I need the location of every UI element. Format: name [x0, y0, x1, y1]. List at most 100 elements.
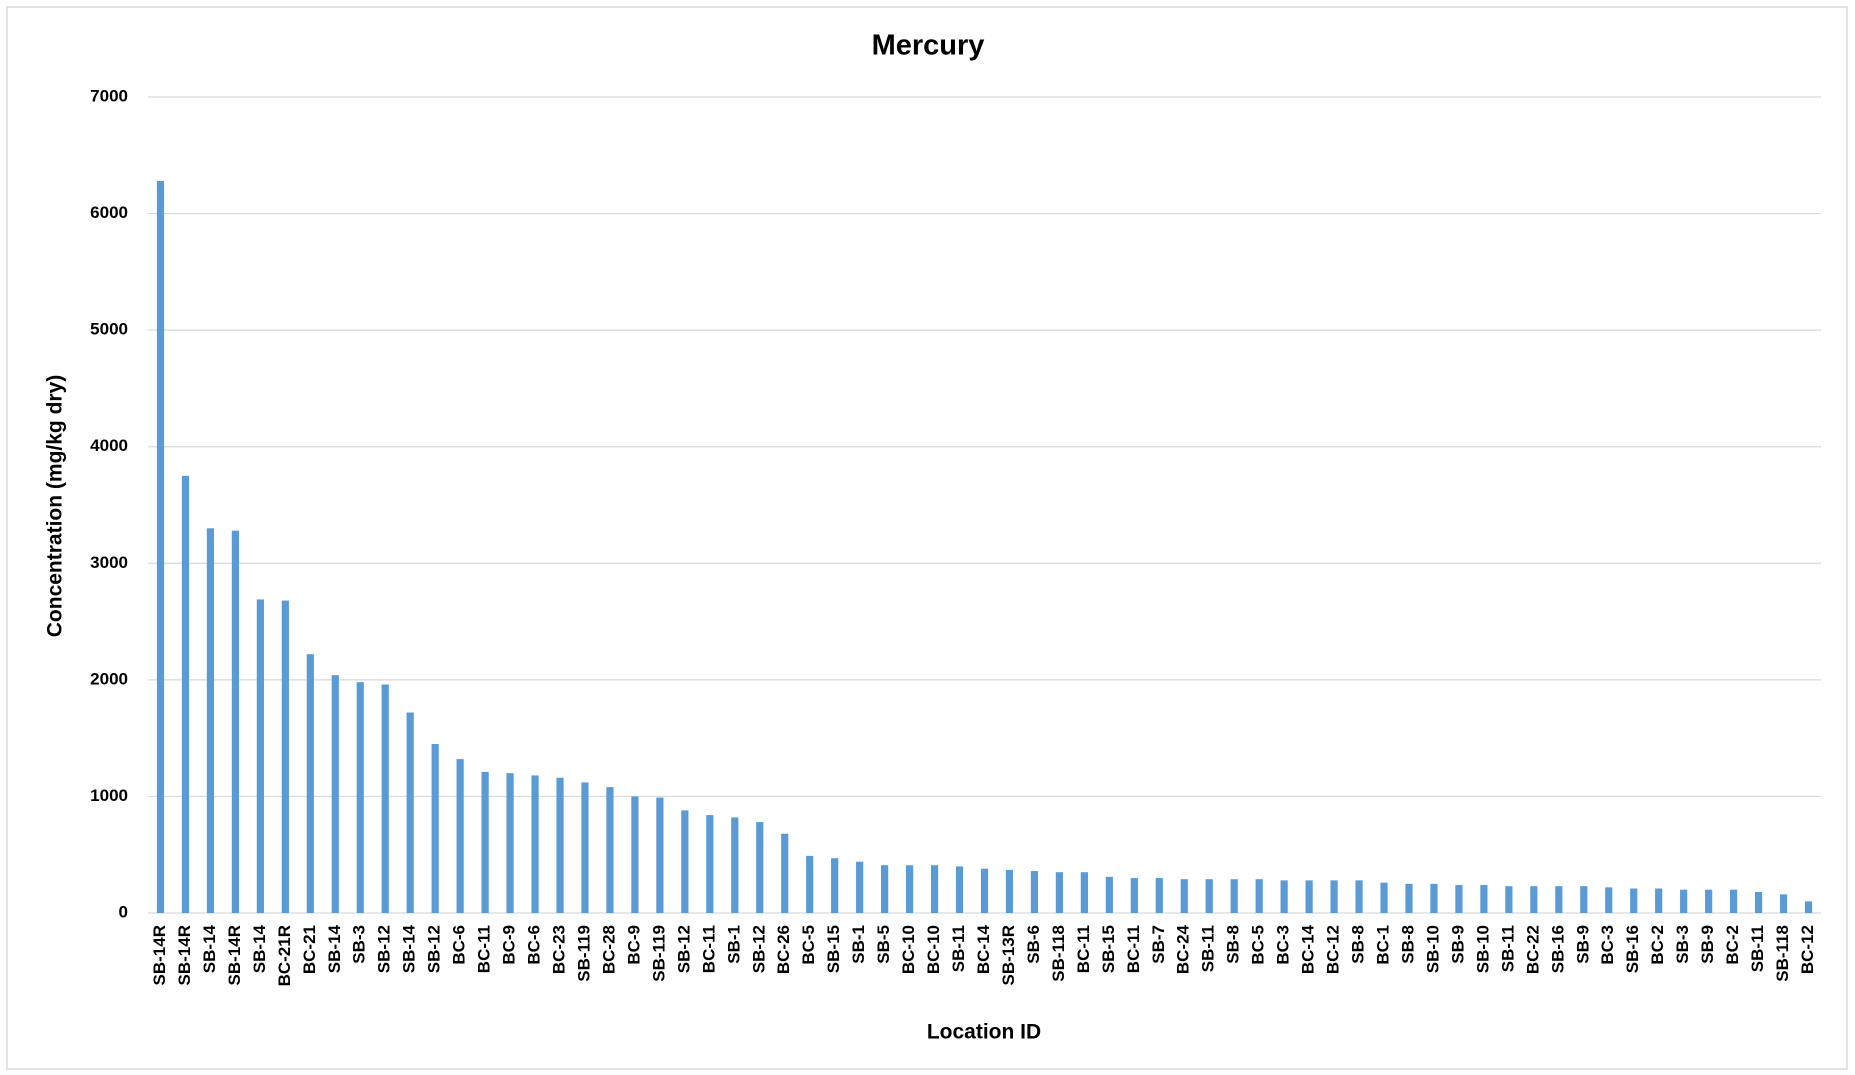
bar — [406, 712, 414, 913]
bar — [581, 782, 589, 913]
x-tick-label: SB-10 — [1423, 925, 1442, 973]
x-tick-label: SB-5 — [874, 925, 893, 964]
x-tick-label: BC-26 — [774, 925, 793, 974]
y-tick-label: 1000 — [90, 786, 128, 805]
x-tick-label: BC-9 — [500, 925, 519, 965]
bar — [856, 861, 864, 913]
bar — [281, 600, 289, 913]
bar — [1380, 882, 1388, 913]
bar — [556, 777, 564, 913]
bar — [706, 815, 714, 913]
x-tick-label: SB-9 — [1448, 925, 1467, 964]
x-tick-label: BC-24 — [1174, 924, 1193, 974]
bar — [1405, 883, 1413, 913]
bar — [1555, 886, 1563, 913]
bar — [1230, 879, 1238, 913]
x-tick-label: BC-11 — [1124, 925, 1143, 973]
x-tick-label: BC-14 — [974, 924, 993, 974]
x-tick-label: BC-14 — [1299, 924, 1318, 974]
x-tick-label: SB-11 — [1748, 925, 1767, 972]
x-tick-label: SB-14R — [225, 925, 244, 985]
x-tick-label: SB-1 — [849, 925, 868, 964]
bar — [1480, 885, 1488, 913]
bar — [456, 759, 464, 913]
bar — [806, 855, 814, 913]
x-tick-label: SB-119 — [574, 925, 593, 982]
bar — [756, 822, 764, 913]
bar — [206, 528, 215, 913]
bar — [1355, 880, 1363, 913]
bar — [781, 833, 789, 913]
x-tick-label: SB-118 — [1773, 925, 1792, 982]
bar — [1680, 889, 1688, 913]
x-tick-label: SB-3 — [350, 925, 369, 964]
bar — [1605, 887, 1613, 913]
x-tick-label: SB-11 — [949, 925, 968, 972]
bar — [1055, 872, 1064, 913]
bar — [231, 530, 239, 913]
bar — [1655, 888, 1663, 913]
y-tick-label: 6000 — [90, 203, 128, 222]
x-tick-label: BC-21R — [275, 925, 294, 986]
bar — [331, 675, 339, 913]
x-tick-label: SB-14R — [150, 925, 169, 985]
x-tick-label: SB-14 — [325, 924, 344, 973]
x-tick-label: BC-3 — [1274, 925, 1293, 965]
bar — [1255, 879, 1263, 913]
bar — [1155, 878, 1163, 913]
chart-title: Mercury — [872, 30, 985, 62]
bar — [1779, 894, 1788, 913]
x-tick-label: SB-8 — [1349, 925, 1368, 964]
bar — [930, 865, 939, 913]
bar — [905, 865, 914, 913]
bar — [1330, 880, 1338, 913]
x-tick-label: SB-13R — [999, 925, 1018, 985]
bar — [306, 654, 314, 913]
x-tick-label: BC-11 — [1074, 925, 1093, 973]
x-tick-label: BC-22 — [1523, 925, 1542, 974]
x-tick-label: SB-14 — [200, 924, 219, 973]
bar — [431, 743, 439, 913]
x-tick-label: SB-7 — [1149, 925, 1168, 964]
x-tick-label: SB-118 — [1049, 925, 1068, 982]
y-tick-label: 3000 — [90, 553, 128, 572]
x-tick-label: SB-12 — [674, 925, 693, 973]
bar — [1030, 871, 1039, 913]
bar — [1705, 889, 1713, 913]
bar — [1530, 886, 1538, 913]
x-tick-label: BC-2 — [1648, 925, 1667, 965]
bar — [1754, 892, 1763, 913]
x-axis-title: Location ID — [927, 1021, 1041, 1044]
bar — [531, 775, 539, 913]
x-tick-label: SB-1 — [724, 925, 743, 964]
bar — [256, 599, 264, 913]
bar — [1505, 886, 1513, 913]
x-tick-label: BC-10 — [899, 925, 918, 974]
bar — [831, 858, 839, 913]
x-tick-label: SB-15 — [1099, 925, 1118, 973]
bar — [656, 797, 664, 913]
bar — [631, 796, 639, 913]
x-tick-label: SB-14 — [250, 924, 269, 973]
x-tick-label: SB-16 — [1623, 925, 1642, 973]
bar — [1430, 883, 1438, 913]
x-tick-label: BC-6 — [450, 925, 469, 965]
x-tick-label: BC-28 — [599, 925, 618, 974]
x-tick-label: SB-14R — [175, 925, 194, 985]
x-tick-label: BC-12 — [1324, 925, 1343, 974]
bar — [381, 684, 389, 913]
bar — [1080, 872, 1088, 913]
bar — [1580, 886, 1588, 913]
y-tick-label: 7000 — [90, 86, 128, 105]
x-tick-label: SB-6 — [1024, 925, 1043, 964]
bar — [1730, 889, 1738, 913]
x-tick-label: SB-12 — [425, 925, 444, 973]
x-tick-label: BC-23 — [549, 925, 568, 974]
x-tick-label: BC-3 — [1598, 925, 1617, 965]
y-tick-label: 4000 — [90, 436, 128, 455]
bar — [1105, 876, 1113, 913]
x-tick-label: BC-2 — [1723, 925, 1742, 965]
x-tick-label: SB-16 — [1548, 925, 1567, 973]
x-tick-label: BC-6 — [525, 925, 544, 965]
